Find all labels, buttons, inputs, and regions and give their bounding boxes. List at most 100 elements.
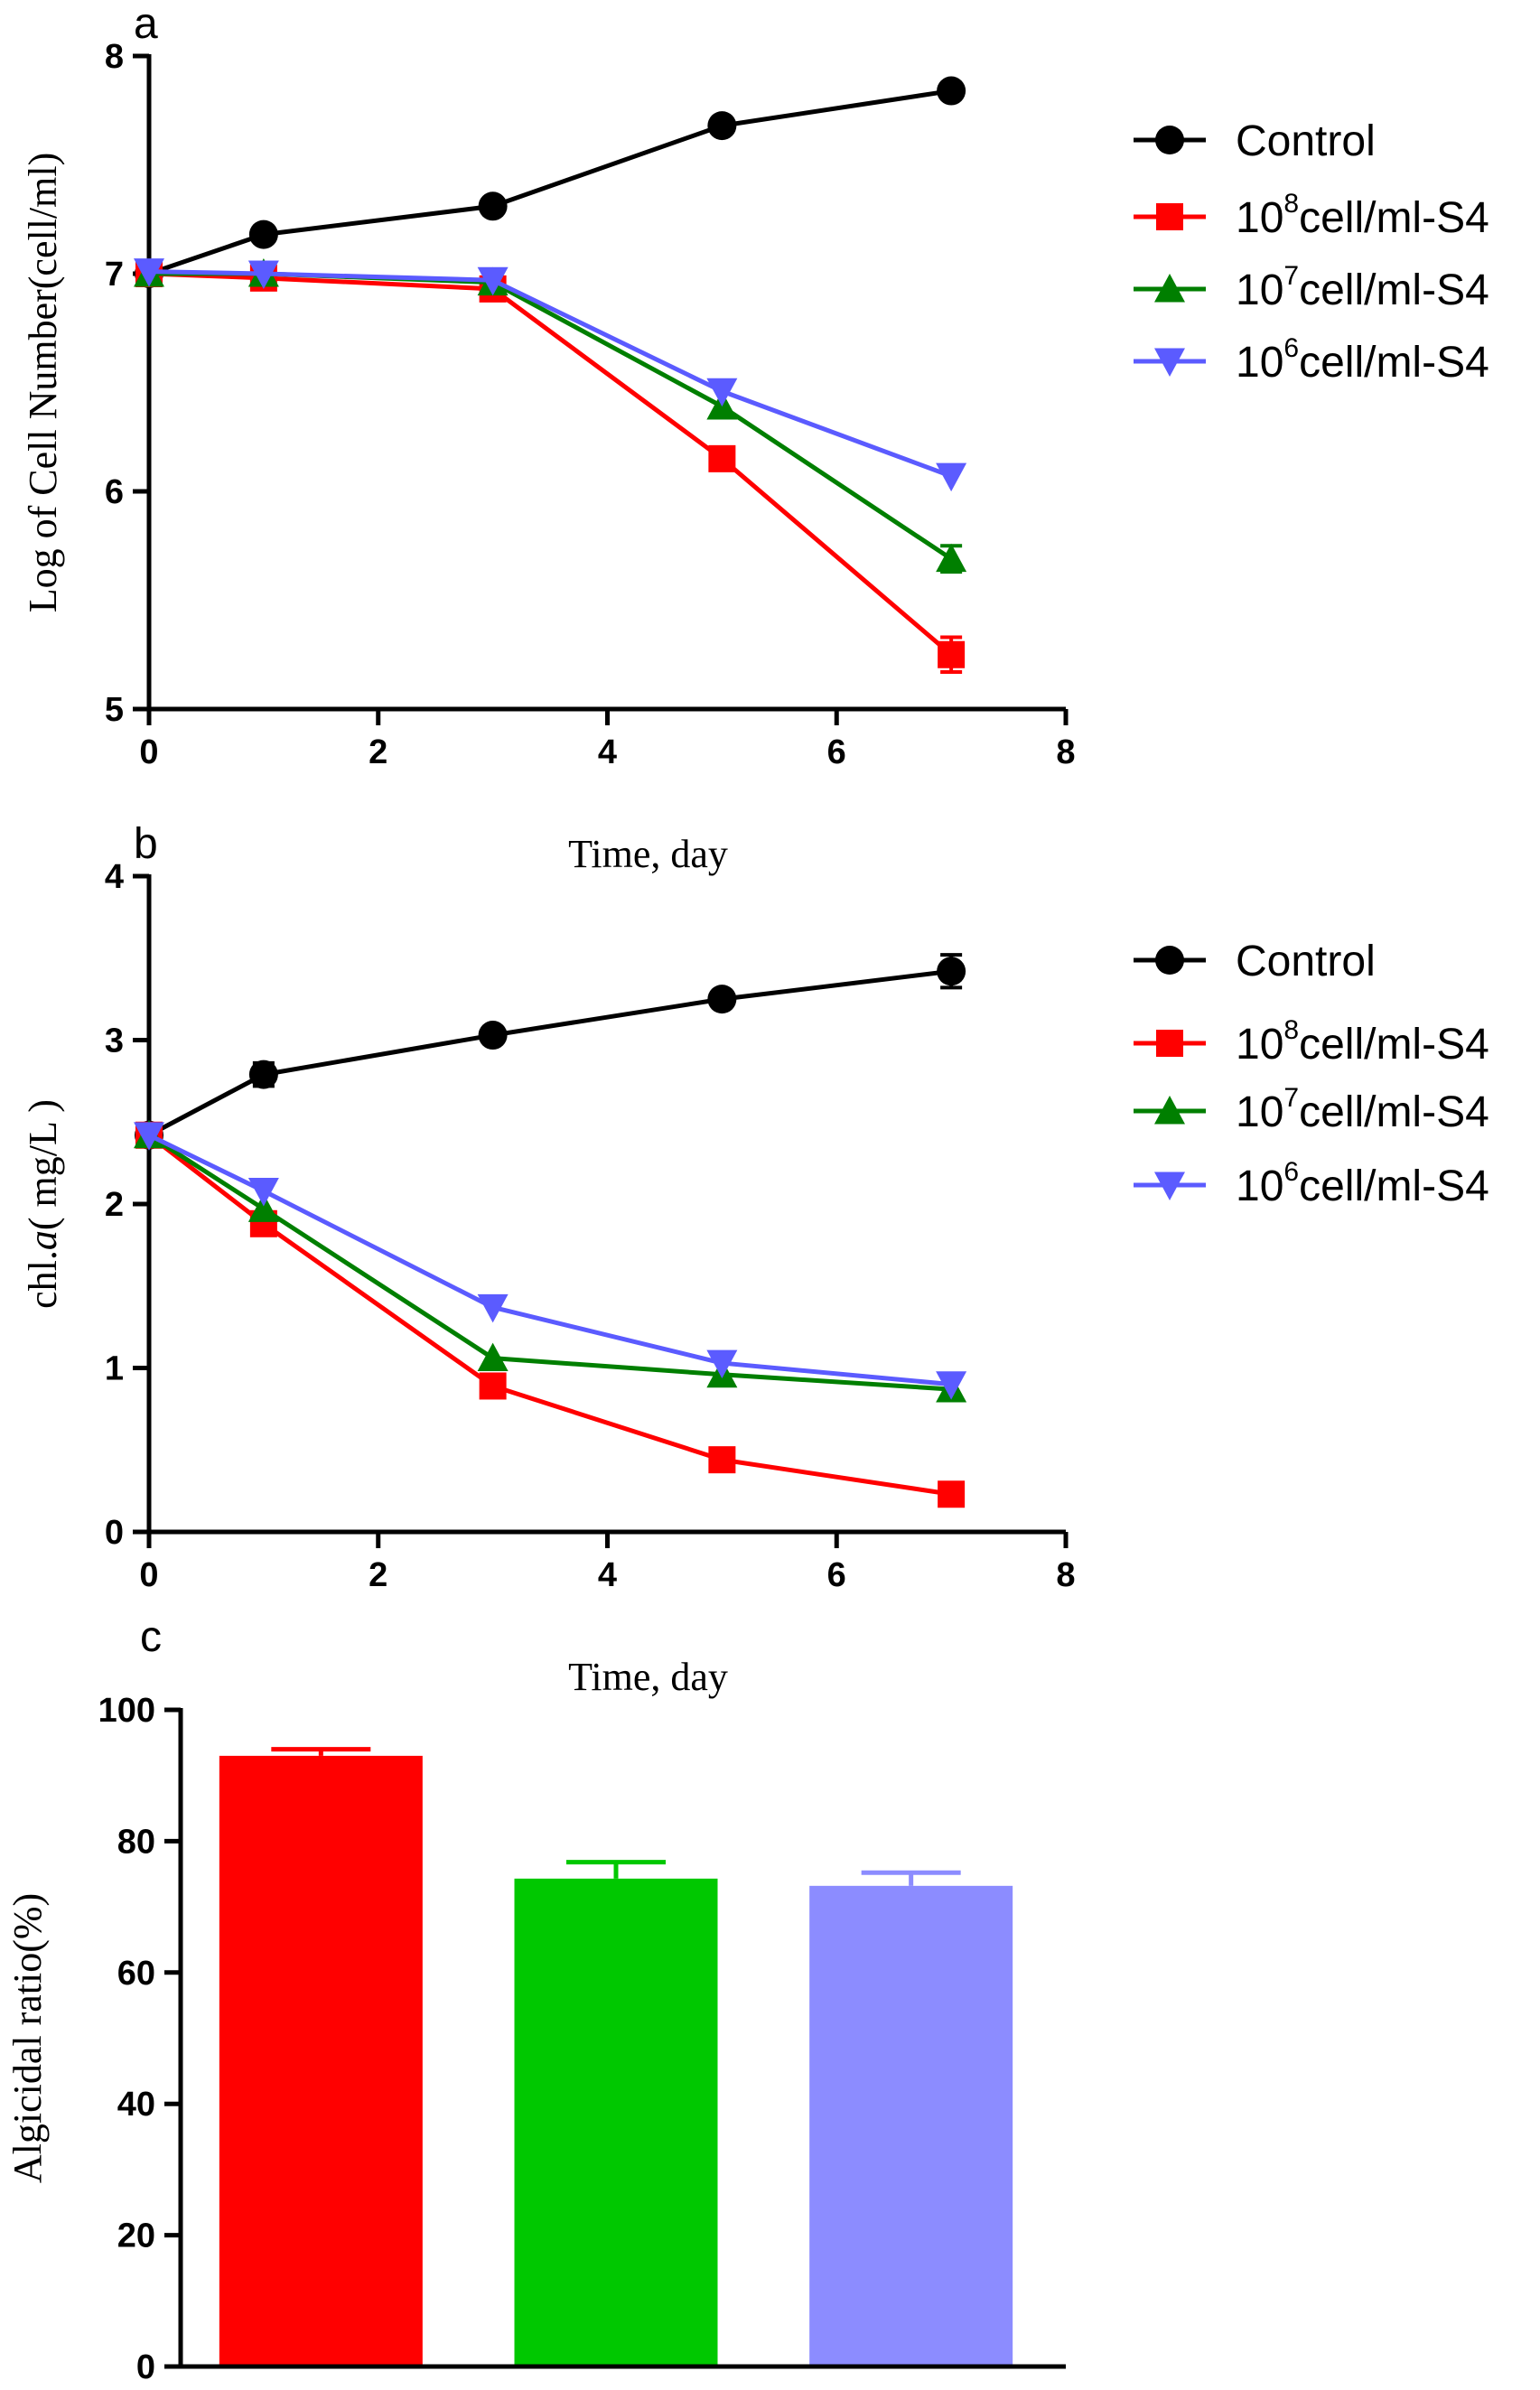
x-tick-label: 8 [1056,1556,1075,1594]
data-point [248,1060,278,1089]
y-tick-label: 20 [117,2217,155,2255]
series-3 [134,1119,967,1403]
data-point [708,444,736,472]
y-tick-label: 0 [105,1514,124,1552]
data-point [707,111,737,141]
data-point [938,640,966,668]
legend-label-sup: 6 [1283,1157,1299,1187]
x-tick-label: 6 [827,733,846,771]
y-tick-label: 2 [105,1186,124,1224]
legend-label: 107cell/ml-S4 [1236,1083,1489,1136]
legend-label-rest: cell/ml-S4 [1299,1088,1489,1136]
data-point [134,258,164,287]
data-point [478,191,508,221]
legend-item: 107cell/ml-S4 [1134,1083,1489,1136]
legend-label-rest: cell/ml-S4 [1299,339,1489,387]
data-point [706,1349,738,1379]
legend-label-rest: cell/ml-S4 [1299,266,1489,314]
x-tick-label: 6 [827,1556,846,1594]
panel-c-bar-chart: c108cell/ml-S4107cell/ml-S4106cell/ml-S4… [5,1613,1066,2386]
legend-label: 108cell/ml-S4 [1236,189,1489,242]
legend-item: Control [1134,938,1376,985]
x-tick-label: 0 [139,1556,158,1594]
y-tick-label: 8 [105,38,124,76]
data-point [477,1293,509,1323]
x-tick-label: 2 [369,1556,387,1594]
series-4 [134,258,967,492]
data-point [247,1193,279,1222]
legend-marker [1154,274,1185,303]
y-axis-title: Log of Cell Number(cell/ml) [21,153,65,613]
legend-label-base: 10 [1236,1021,1283,1069]
series-line [148,271,953,657]
legend-item: 106cell/ml-S4 [1134,333,1489,387]
data-point [937,76,966,106]
data-point [706,378,738,407]
legend-item: 107cell/ml-S4 [1134,261,1489,314]
legend-label-rest: cell/ml-S4 [1299,1021,1489,1069]
legend-marker [1154,348,1185,377]
legend-label-base: 10 [1236,1162,1283,1210]
legend-label-base: 10 [1236,1088,1283,1136]
y-axis-title-italic: a [21,1230,65,1250]
x-tick-label: 4 [598,1556,617,1594]
x-axis-title: Time, day [568,832,728,876]
x-tick-label: 8 [1056,733,1075,771]
y-tick-label: 6 [105,473,124,511]
data-point [479,1372,507,1400]
series-line [147,1133,952,1392]
data-point [936,462,967,492]
y-axis-title-suffix: ( mg/L ) [21,1099,65,1230]
bar [514,1878,718,2367]
legend-marker [1156,1030,1183,1057]
legend-label-rest: cell/ml-S4 [1299,194,1489,242]
series-4 [134,1122,967,1400]
x-tick-label: 0 [139,733,158,771]
panel-letter: a [134,0,158,48]
series-1 [135,953,966,1150]
legend: Control108cell/ml-S4107cell/ml-S4106cell… [1134,938,1489,1210]
y-tick-label: 80 [117,1823,155,1861]
data-point [708,1446,736,1474]
legend-marker [1155,946,1184,975]
series-3 [134,258,967,574]
y-tick-label: 40 [117,2086,155,2124]
data-point [936,543,967,573]
legend-label-base: 10 [1236,266,1283,314]
data-point [938,1480,966,1508]
y-tick-label: 5 [105,691,124,729]
legend-label: 106cell/ml-S4 [1236,1157,1489,1210]
legend-label-sup: 7 [1283,261,1299,291]
legend-label-base: 10 [1236,339,1283,387]
data-point [134,1122,164,1151]
legend: Control108cell/ml-S4107cell/ml-S4106cell… [1134,117,1489,387]
data-point [477,266,509,296]
legend-label-sup: 7 [1283,1083,1299,1113]
series-line [147,968,952,1137]
y-tick-label: 100 [98,1692,155,1730]
legend-label: Control [1236,938,1376,985]
y-tick-label: 3 [105,1022,124,1060]
legend-item: 108cell/ml-S4 [1134,1015,1489,1069]
data-point [248,219,278,249]
series-line [148,269,952,479]
legend-item: 106cell/ml-S4 [1134,1157,1489,1210]
legend-marker [1154,1096,1185,1125]
data-point [247,1178,279,1207]
y-axis-title: chl.a( mg/L ) [21,1099,65,1309]
legend-label: Control [1236,117,1376,165]
y-tick-label: 7 [105,256,124,294]
series-line [149,271,953,561]
legend-label: 107cell/ml-S4 [1236,261,1489,314]
legend-marker [1154,1172,1185,1200]
series-line [147,1133,952,1387]
x-tick-label: 2 [369,733,387,771]
legend-label: 108cell/ml-S4 [1236,1015,1489,1069]
y-tick-label: 4 [105,858,124,896]
x-axis-title: Time, day [568,1655,728,1699]
data-point [477,1342,509,1372]
y-axis-title: Algicidal ratio(%) [5,1893,50,2183]
series-1 [135,76,966,288]
legend-label-sup: 6 [1283,333,1299,363]
